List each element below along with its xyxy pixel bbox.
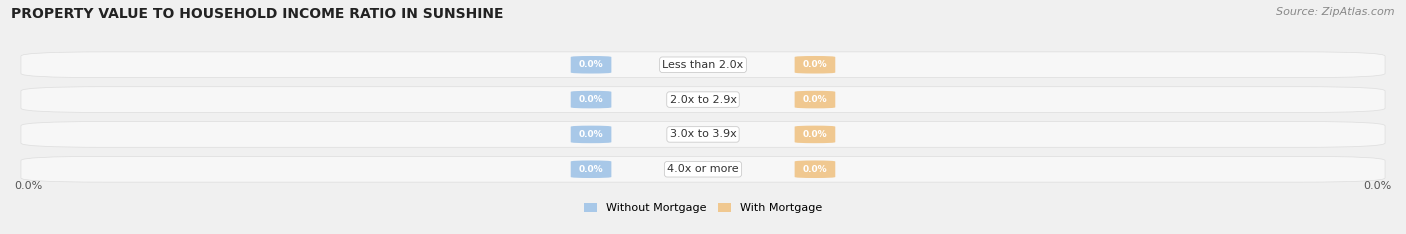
FancyBboxPatch shape [21, 87, 1385, 113]
FancyBboxPatch shape [794, 161, 835, 178]
Text: PROPERTY VALUE TO HOUSEHOLD INCOME RATIO IN SUNSHINE: PROPERTY VALUE TO HOUSEHOLD INCOME RATIO… [11, 7, 503, 21]
FancyBboxPatch shape [21, 121, 1385, 147]
Text: 0.0%: 0.0% [803, 95, 827, 104]
Text: 0.0%: 0.0% [579, 95, 603, 104]
Text: 0.0%: 0.0% [1364, 181, 1392, 191]
FancyBboxPatch shape [794, 126, 835, 143]
Text: 3.0x to 3.9x: 3.0x to 3.9x [669, 129, 737, 139]
Text: 0.0%: 0.0% [579, 130, 603, 139]
FancyBboxPatch shape [21, 156, 1385, 182]
Text: 2.0x to 2.9x: 2.0x to 2.9x [669, 95, 737, 105]
FancyBboxPatch shape [571, 56, 612, 73]
Text: 0.0%: 0.0% [803, 165, 827, 174]
Text: 0.0%: 0.0% [803, 130, 827, 139]
FancyBboxPatch shape [571, 126, 612, 143]
FancyBboxPatch shape [794, 56, 835, 73]
FancyBboxPatch shape [571, 91, 612, 108]
Text: 0.0%: 0.0% [579, 165, 603, 174]
Legend: Without Mortgage, With Mortgage: Without Mortgage, With Mortgage [583, 202, 823, 213]
Text: Less than 2.0x: Less than 2.0x [662, 60, 744, 70]
FancyBboxPatch shape [21, 52, 1385, 78]
Text: 0.0%: 0.0% [803, 60, 827, 69]
Text: 0.0%: 0.0% [14, 181, 42, 191]
Text: 4.0x or more: 4.0x or more [668, 164, 738, 174]
FancyBboxPatch shape [794, 91, 835, 108]
FancyBboxPatch shape [571, 161, 612, 178]
Text: 0.0%: 0.0% [579, 60, 603, 69]
Text: Source: ZipAtlas.com: Source: ZipAtlas.com [1277, 7, 1395, 17]
